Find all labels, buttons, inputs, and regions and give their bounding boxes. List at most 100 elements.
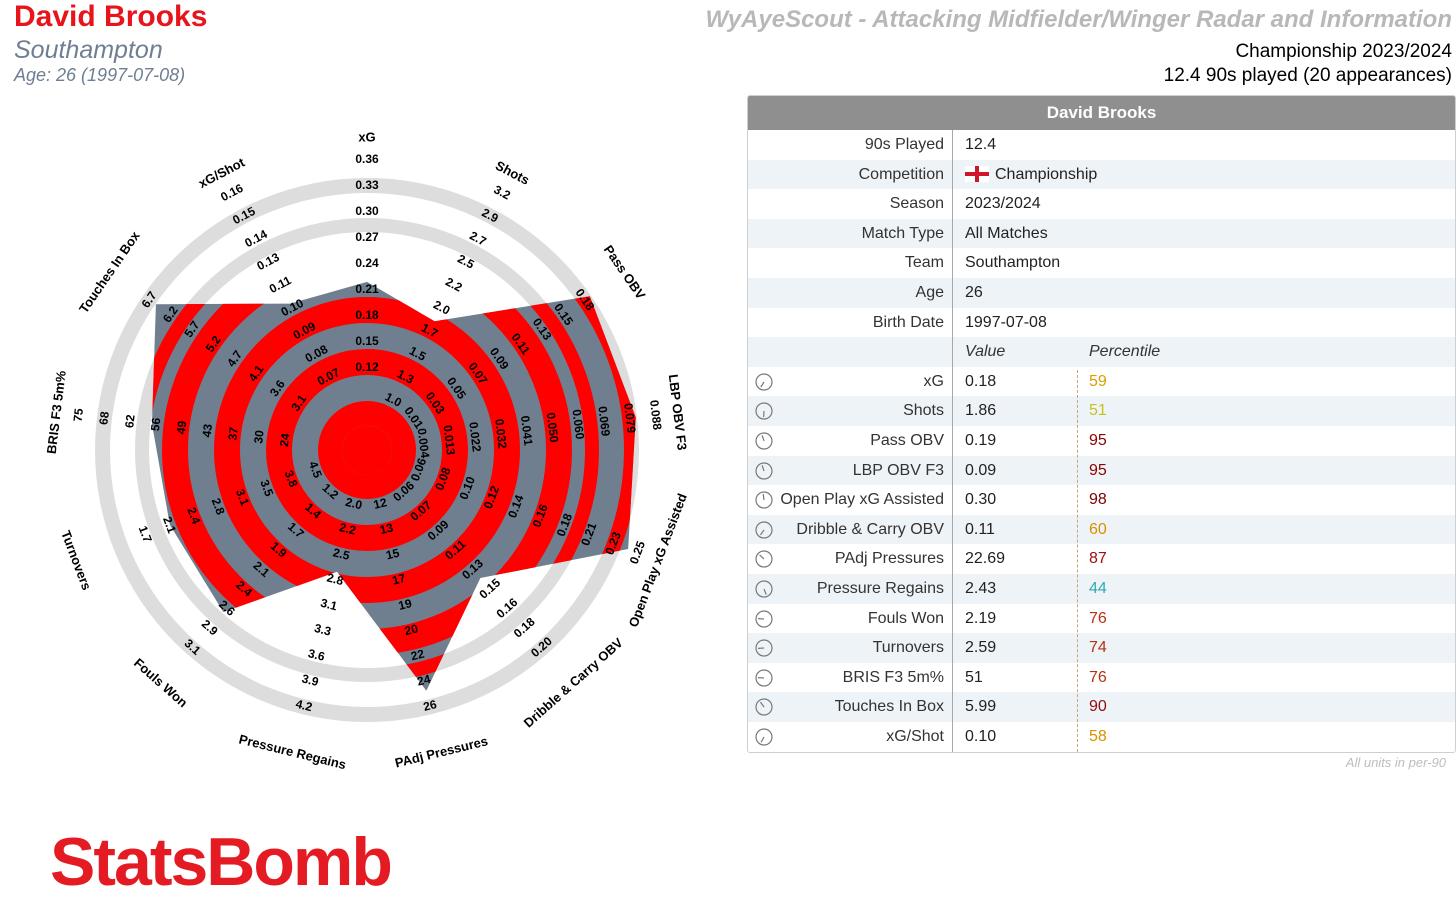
clock-icon <box>755 639 773 657</box>
metric-label: Fouls Won <box>867 609 944 627</box>
metric-percentile: 59 <box>1089 372 1107 390</box>
tick-label: 0.004 <box>415 427 433 459</box>
tick-label: 30 <box>251 429 267 444</box>
info-value: All Matches <box>965 224 1048 242</box>
info-row: Season 2023/2024 <box>748 189 1455 219</box>
tick-label: 17 <box>391 571 408 588</box>
metric-row: xG/Shot 0.10 58 <box>748 722 1455 752</box>
competition-line: Championship 2023/2024 <box>1235 41 1452 62</box>
radar-chart: 0.12 0.15 0.18 0.21 0.24 0.27 0.30 0.33 0.36 xG 1.… <box>44 129 690 772</box>
metric-row: Shots 1.86 51 <box>748 396 1455 426</box>
metric-percentile: 76 <box>1089 668 1107 686</box>
metric-percentile: 60 <box>1089 520 1107 538</box>
tick-label: 0.36 <box>355 152 379 166</box>
info-row: 90s Played 12.4 <box>748 130 1455 160</box>
clock-icon <box>755 550 773 568</box>
axis-label: xG <box>358 129 375 144</box>
metric-percentile: 44 <box>1089 579 1107 597</box>
tick-label: 49 <box>174 420 190 435</box>
metric-percentile: 74 <box>1089 639 1107 657</box>
metric-percentile: 95 <box>1089 431 1107 449</box>
info-label: Team <box>904 254 944 272</box>
metric-label: BRIS F3 5m% <box>842 668 944 686</box>
metric-label: LBP OBV F3 <box>852 461 944 479</box>
tick-label: 0.069 <box>595 405 613 437</box>
metric-row: LBP OBV F3 0.09 95 <box>748 455 1455 486</box>
clock-icon <box>755 580 773 598</box>
metric-value: 0.09 <box>965 461 997 479</box>
tick-label: 0.16 <box>218 181 245 204</box>
axis-label: PAdj Pressures <box>393 733 489 770</box>
center-dot <box>342 425 392 475</box>
tick-label: 0.21 <box>355 282 379 296</box>
tick-label: 3.1 <box>319 596 339 614</box>
tick-label: 0.33 <box>355 178 379 192</box>
tick-label: 1.7 <box>136 524 155 545</box>
tick-label: 56 <box>148 417 164 432</box>
clock-icon <box>755 698 773 716</box>
tick-label: 0.060 <box>570 409 588 441</box>
tick-label: 75 <box>71 407 87 422</box>
clock-icon <box>755 461 773 480</box>
info-label: Competition <box>858 165 944 183</box>
statsbomb-logo: StatsBomb <box>50 824 393 900</box>
ring-band <box>151 281 636 691</box>
tick-label: 4.5 <box>306 459 325 480</box>
axis-label: Fouls Won <box>131 655 191 710</box>
metric-percentile: 51 <box>1089 402 1107 420</box>
played-line: 12.4 90s played (20 appearances) <box>1163 65 1452 86</box>
metric-value: 0.18 <box>965 372 997 390</box>
metric-value: 5.99 <box>965 698 997 716</box>
metric-value: 51 <box>965 668 983 686</box>
tick-label: 2.0 <box>344 495 364 513</box>
ring-band <box>318 401 416 499</box>
metric-label: Dribble & Carry OBV <box>796 520 944 538</box>
tick-label: 0.18 <box>355 308 379 322</box>
info-value: Championship <box>965 160 1097 190</box>
metric-percentile: 95 <box>1089 461 1107 479</box>
metric-row: BRIS F3 5m% 51 76 <box>748 663 1455 693</box>
metric-label: xG <box>923 372 944 390</box>
tick-label: 22 <box>409 647 426 664</box>
tick-label: 2.8 <box>209 496 228 517</box>
clock-icon <box>755 609 773 628</box>
metric-label: Pass OBV <box>870 431 944 449</box>
tick-label: 43 <box>200 423 216 438</box>
tick-label: 3.5 <box>257 478 276 499</box>
axis-label: Pressure Regains <box>237 731 347 772</box>
metric-percentile: 58 <box>1089 727 1107 745</box>
metric-percentile: 87 <box>1089 550 1107 568</box>
axis-label: Turnovers <box>58 528 94 592</box>
tick-label: 3.3 <box>313 621 333 639</box>
tick-label: 26 <box>422 697 439 714</box>
clock-icon <box>755 521 773 539</box>
tick-label: 0.032 <box>492 418 510 450</box>
info-label: Birth Date <box>872 313 944 331</box>
tick-label: 1.3 <box>395 367 417 387</box>
info-value: 1997-07-08 <box>965 313 1047 331</box>
tick-label: 24 <box>416 672 433 689</box>
value-column-header: Value <box>965 343 1006 361</box>
tick-label: 20 <box>403 621 420 638</box>
clock-icon <box>755 669 773 687</box>
info-value: Southampton <box>965 254 1061 272</box>
column-divider-dashed <box>1077 370 1078 752</box>
metric-percentile: 90 <box>1089 698 1107 716</box>
tick-label: 0.013 <box>440 424 458 456</box>
tick-label: 0.15 <box>355 334 379 348</box>
column-header-row: Value Percentile <box>748 337 1455 367</box>
metric-row: Dribble & Carry OBV 0.11 60 <box>748 514 1455 545</box>
metric-row: Fouls Won 2.19 76 <box>748 604 1455 634</box>
metric-row: PAdj Pressures 22.69 87 <box>748 544 1455 574</box>
tick-label: 2.1 <box>160 515 179 536</box>
tick-label: 12 <box>372 495 389 512</box>
axis-label: BRIS F3 5m% <box>44 369 69 454</box>
tick-label: 1.7 <box>419 321 441 341</box>
tick-label: 2.0 <box>431 298 453 318</box>
metric-row: Pressure Regains 2.43 44 <box>748 573 1455 604</box>
tick-label: 0.079 <box>621 402 639 434</box>
report-title: WyAyeScout - Attacking Midfielder/Winger… <box>705 6 1452 33</box>
info-row: Competition Championship <box>748 159 1455 190</box>
tick-label: 0.050 <box>544 412 562 444</box>
metric-value: 0.10 <box>965 727 997 745</box>
